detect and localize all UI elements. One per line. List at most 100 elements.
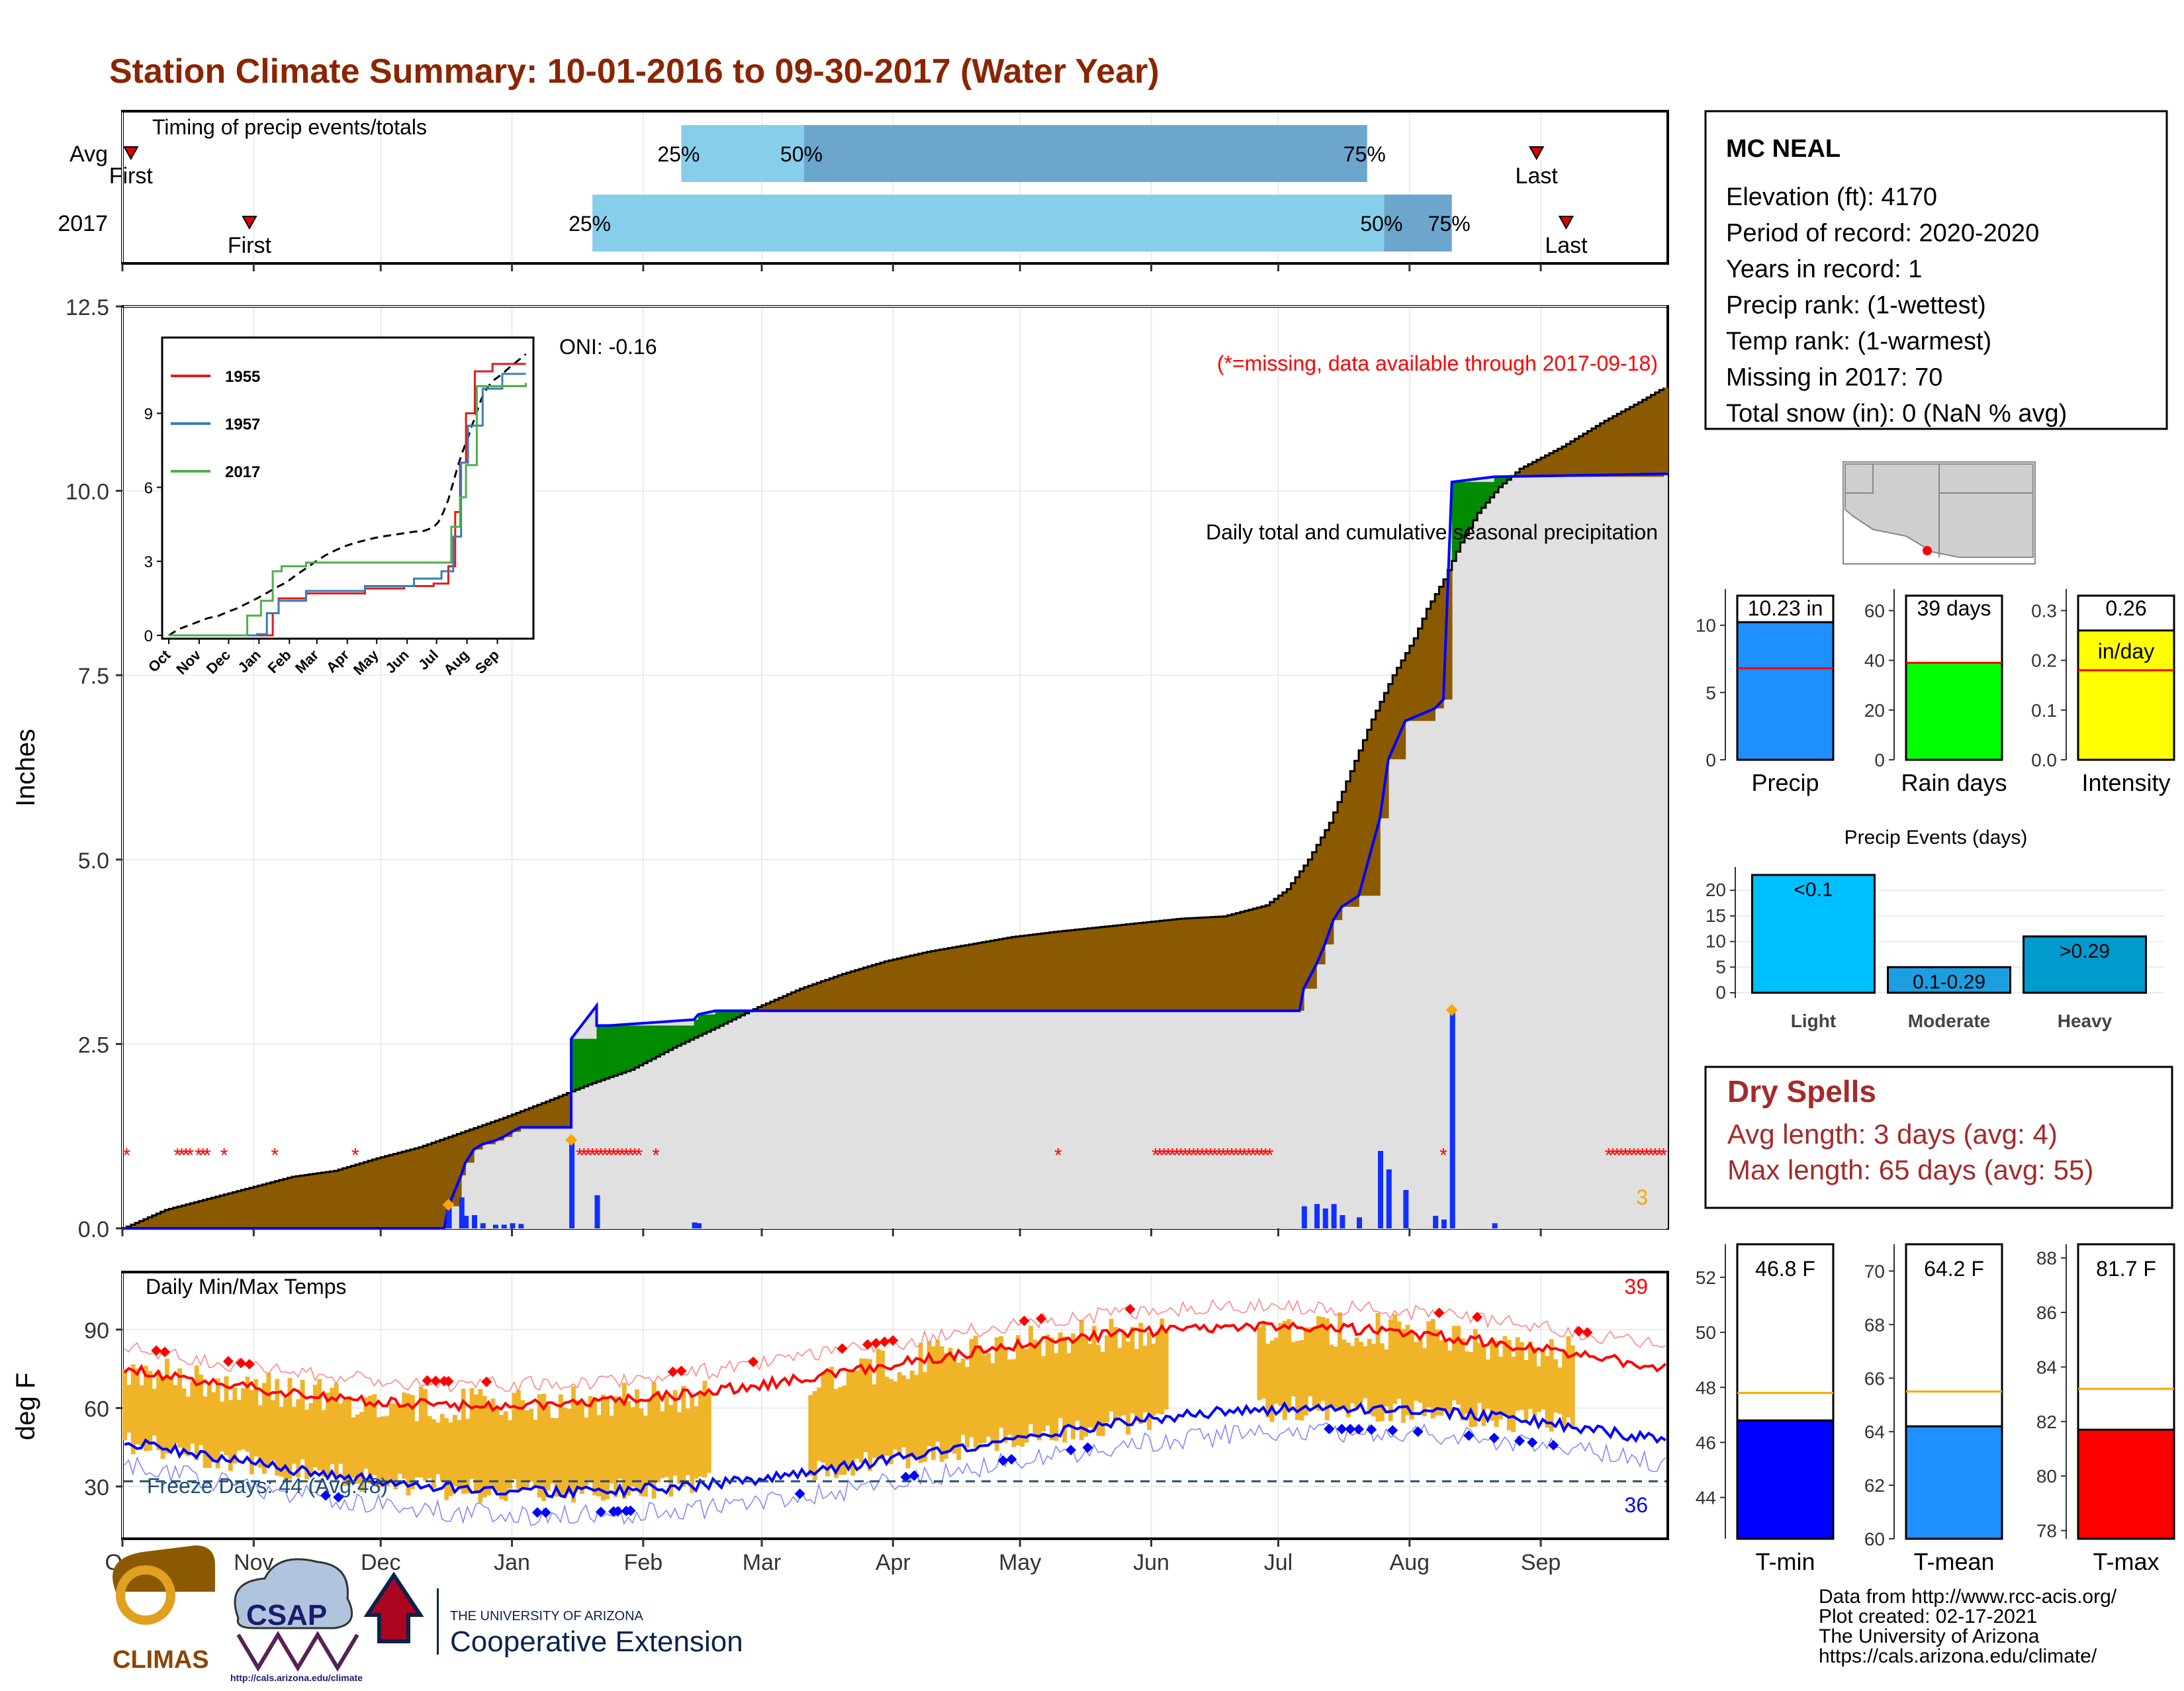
daily-temp-range-bar: [1075, 1338, 1080, 1421]
missing-day-star: *: [1626, 1145, 1634, 1167]
mini-bar-value-label: 10.23 in: [1748, 596, 1823, 620]
cumulative-difference-bar: [490, 1122, 496, 1144]
cumulative-difference-bar: [600, 1025, 606, 1081]
daily-temp-range-bar: [978, 1345, 983, 1444]
daily-temp-range-bar: [1312, 1328, 1317, 1406]
daily-temp-range-bar: [342, 1399, 347, 1486]
cumulative-difference-bar: [1121, 925, 1126, 1011]
daily-temp-range-bar: [1485, 1359, 1490, 1409]
cumulative-difference-bar: [782, 995, 788, 1011]
cumulative-difference-bar: [253, 1187, 259, 1228]
daily-temp-range-bar: [215, 1378, 220, 1469]
csap-url-text: http://cals.arizona.edu/climate: [230, 1672, 363, 1683]
cumulative-difference-bar: [1485, 482, 1491, 503]
cumulative-difference-bar: [1473, 482, 1478, 521]
cumulative-difference-bar: [503, 1117, 508, 1137]
daily-temp-range-bar: [846, 1372, 851, 1469]
daily-temp-range-bar: [1498, 1356, 1504, 1420]
cumulative-difference-bar: [1506, 477, 1512, 480]
month-label: Mar: [743, 1550, 782, 1575]
daily-temp-range-bar: [901, 1375, 906, 1447]
mini-bar-label: Precip: [1751, 769, 1819, 796]
daily-temp-range-bar: [503, 1411, 508, 1502]
daily-temp-range-bar: [1050, 1337, 1054, 1441]
cumulative-difference-bar: [1621, 411, 1626, 477]
temp-bar-ytick-label: 88: [2036, 1248, 2057, 1269]
mini-bar-ytick-label: 0.2: [2031, 651, 2057, 671]
cumulative-difference-bar: [1456, 482, 1461, 552]
missing-day-star: *: [1245, 1145, 1253, 1167]
events-category-label: Heavy: [2058, 1011, 2113, 1031]
missing-day-star: *: [1261, 1145, 1269, 1167]
precip-ylabel: Inches: [11, 729, 40, 807]
cumulative-difference-bar: [643, 1025, 649, 1064]
temp-bar-value-label: 46.8 F: [1755, 1257, 1815, 1281]
cumulative-difference-bar: [1054, 932, 1059, 1011]
mini-bar-value: [2077, 629, 2175, 761]
missing-day-star: *: [1605, 1145, 1613, 1167]
cumulative-difference-bar: [715, 1011, 720, 1028]
missing-day-star: *: [1206, 1145, 1214, 1167]
cumulative-difference-bar: [1333, 812, 1338, 921]
dry-spells-avg: Avg length: 3 days (avg: 4): [1727, 1119, 2058, 1150]
daily-temp-range-bar: [550, 1418, 555, 1484]
cumulative-difference-bar: [291, 1176, 297, 1228]
daily-temp-range-bar: [177, 1368, 183, 1448]
record-max-marker: [151, 1345, 162, 1356]
summary-mini-bars: 0 5 10 10.23 in Precip 0 20 40 60 39 days Rain day…: [1696, 589, 2175, 796]
temp-bar-ytick-label: 62: [1864, 1475, 1885, 1496]
cumulative-difference-bar: [1354, 760, 1359, 907]
cumulative-difference-bar: [1608, 418, 1614, 477]
dry-spells-title: Dry Spells: [1727, 1074, 1876, 1109]
cumulative-difference-bar: [799, 988, 805, 1011]
record-min-marker: [1324, 1424, 1335, 1435]
daily-temp-range-bar: [884, 1377, 889, 1456]
cumulative-difference-bar: [1028, 935, 1034, 1011]
daily-temp-range-bar: [863, 1358, 868, 1453]
daily-temp-range-bar: [609, 1416, 614, 1484]
precip-ytick-label: 10.0: [66, 480, 109, 505]
daily-temp-range-bar: [605, 1398, 610, 1500]
cumulative-difference-bar: [1371, 719, 1377, 896]
cumulative-difference-bar: [702, 1014, 707, 1034]
timing-bar-25-50: [592, 195, 1385, 251]
temp-bar-label: T-mean: [1913, 1548, 1994, 1575]
record-max-marker: [1433, 1307, 1445, 1318]
timing-title: Timing of precip events/totals: [152, 115, 427, 139]
cumulative-difference-bar: [1494, 477, 1499, 492]
daily-temp-range-bar: [199, 1375, 204, 1445]
daily-temp-range-bar: [1388, 1319, 1393, 1422]
cumulative-difference-bar: [571, 1038, 576, 1091]
cumulative-difference-bar: [965, 945, 970, 1011]
cumulative-difference-bar: [1532, 462, 1537, 477]
record-min-marker: [333, 1492, 344, 1503]
cumulative-difference-bar: [1549, 453, 1555, 477]
missing-day-star: *: [601, 1145, 609, 1167]
events-category-label: Light: [1791, 1011, 1836, 1031]
missing-day-star: *: [1266, 1145, 1274, 1167]
inset-legend-label: 1957: [225, 416, 260, 434]
daily-temp-range-bar: [1409, 1333, 1414, 1420]
cumulative-difference-bar: [550, 1099, 555, 1128]
temp-bar-value: [2077, 1428, 2175, 1540]
record-min-marker: [1006, 1453, 1017, 1465]
daily-temp-range-bar: [994, 1337, 999, 1451]
month-label: Nov: [234, 1550, 273, 1575]
daily-precip-bar: [471, 1214, 477, 1228]
cumulative-difference-bar: [884, 961, 889, 1011]
cumulative-difference-bar: [1524, 466, 1529, 477]
mini-bar-ytick-label: 0: [1874, 750, 1885, 770]
missing-day-star: *: [1194, 1145, 1202, 1167]
daily-temp-range-bar: [952, 1355, 957, 1454]
cumulative-difference-bar: [241, 1190, 246, 1228]
mini-bar-value-unit: in/day: [2098, 639, 2154, 663]
record-max-marker: [862, 1339, 873, 1350]
cumulative-difference-bar: [351, 1165, 356, 1228]
cumulative-difference-bar: [516, 1113, 522, 1132]
daily-temp-range-bar: [617, 1401, 623, 1479]
daily-temp-range-bar: [148, 1371, 153, 1451]
daily-temp-range-bar: [321, 1410, 326, 1477]
events-ytick-label: 15: [1706, 905, 1726, 926]
cumulative-difference-bar: [312, 1173, 318, 1228]
